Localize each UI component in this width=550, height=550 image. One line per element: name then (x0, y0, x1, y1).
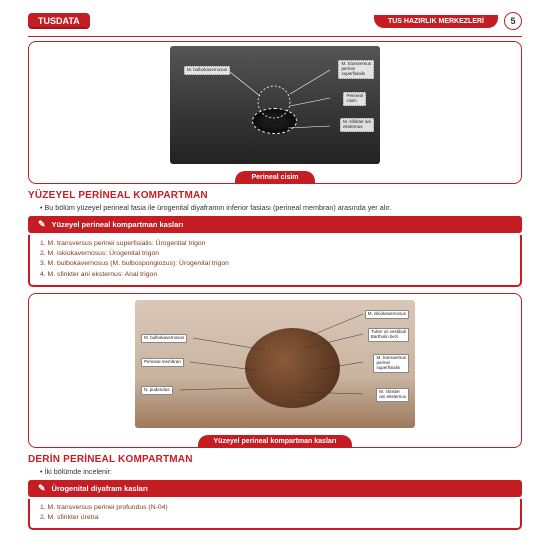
leader-lines-2 (135, 300, 415, 428)
list-item: 4. M. sfinkter ani eksternus: Anal trigo… (40, 270, 510, 280)
list-item: 2. M. iskiokavernosus: Ürogenital trigon (40, 249, 510, 259)
list-item: 1. M. transversus perinei profundus (N-0… (40, 503, 510, 513)
section-1-subheader-text: Yüzeyel perineal kompartman kasları (52, 220, 184, 229)
brand-logo: TUSDATA (28, 13, 90, 29)
header-tab: TUS HAZIRLIK MERKEZLERİ (374, 15, 498, 28)
header-right: TUS HAZIRLIK MERKEZLERİ 5 (374, 12, 522, 30)
list-item: 1. M. transversus perinei superfisialis:… (40, 239, 510, 249)
header: TUSDATA TUS HAZIRLIK MERKEZLERİ 5 (28, 12, 522, 30)
brand-name: TUSDATA (38, 16, 80, 26)
arrow-icon: ✎ (38, 219, 46, 230)
section-2-title: DERİN PERİNEAL KOMPARTMAN (28, 454, 522, 465)
section-2-subheader: ✎ Ürogenital diyafram kasları (28, 480, 522, 497)
figure-1-image: M. bulbokavernosus M. transversus perine… (170, 46, 380, 164)
section-2-subheader-text: Ürogenital diyafram kasları (52, 484, 148, 493)
list-item: 2. M. sfinkter üretra (40, 513, 510, 523)
section-1-list: 1. M. transversus perinei superfisialis:… (28, 235, 522, 287)
page-number: 5 (504, 12, 522, 30)
figure-2-caption: Yüzeyel perineal kompartman kasları (198, 435, 353, 448)
figure-1-box: M. bulbokavernosus M. transversus perine… (28, 41, 522, 184)
section-1-title: YÜZEYEL PERİNEAL KOMPARTMAN (28, 190, 522, 201)
page: TUSDATA TUS HAZIRLIK MERKEZLERİ 5 M. bul… (0, 0, 550, 544)
section-2-list: 1. M. transversus perinei profundus (N-0… (28, 499, 522, 530)
arrow-icon: ✎ (38, 483, 46, 494)
figure-2-image: M. bulbokavernosus Perineal membran N. p… (135, 300, 415, 428)
section-1-bullet: Bu bölüm yüzeyel perineal fasia ile ürog… (40, 203, 522, 212)
list-item: 3. M. bulbokavernosus (M. bulbospongiozu… (40, 259, 510, 269)
section-1-subheader: ✎ Yüzeyel perineal kompartman kasları (28, 216, 522, 233)
leader-lines (170, 46, 380, 164)
figure-1-caption: Perineal cisim (235, 171, 314, 184)
figure-2-box: M. bulbokavernosus Perineal membran N. p… (28, 293, 522, 448)
section-2-bullet: İki bölümde incelenir: (40, 467, 522, 476)
divider (28, 36, 522, 37)
